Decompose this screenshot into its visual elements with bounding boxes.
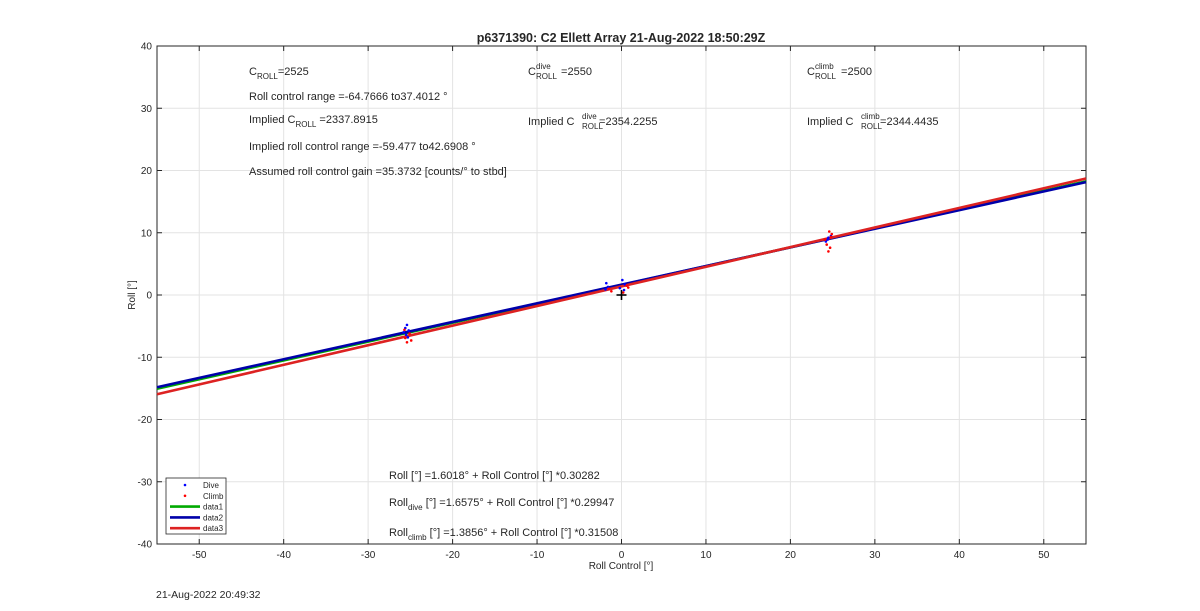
point-dive <box>604 288 607 291</box>
point-dive <box>405 323 409 327</box>
point-climb <box>625 284 628 287</box>
legend-marker-dive <box>183 483 187 487</box>
point-climb <box>409 339 413 342</box>
x-axis: -50 -40 -30 -20 -10 0 10 20 30 40 50 <box>192 46 1050 561</box>
x-tick-label: -30 <box>361 550 376 561</box>
x-tick-label: -50 <box>192 550 207 561</box>
annotation-implied-range: Implied roll control range =-59.477 to42… <box>249 141 476 153</box>
x-tick-label: -40 <box>276 550 291 561</box>
point-dive <box>604 281 608 285</box>
point-climb <box>626 286 630 289</box>
annotation-implied-c: Implied CROLL =2337.8915 <box>249 114 378 129</box>
y-tick-label: -30 <box>138 477 153 488</box>
x-tick-label: 20 <box>785 550 797 561</box>
point-climb <box>408 332 411 335</box>
point-climb <box>828 246 832 249</box>
y-tick-label: 20 <box>141 166 153 177</box>
point-dive <box>402 331 405 334</box>
fit-lines <box>156 177 1087 396</box>
legend-label-data3: data3 <box>203 524 224 533</box>
annotation-c-climb: Cclimb ROLL =2500 <box>807 62 872 81</box>
x-tick-label: 10 <box>700 550 712 561</box>
point-dive <box>826 238 829 241</box>
x-tick-label: -10 <box>530 550 545 561</box>
legend-marker-climb <box>183 494 187 498</box>
annotation-fit-climb: Rollclimb [°] =1.3856° + Roll Control [°… <box>389 527 618 542</box>
legend-label-data2: data2 <box>203 513 224 522</box>
point-dive <box>621 278 624 282</box>
timestamp: 21-Aug-2022 20:49:32 <box>156 589 261 601</box>
point-climb <box>403 328 406 332</box>
x-tick-label: -20 <box>445 550 460 561</box>
y-tick-label: -20 <box>138 415 153 426</box>
point-climb <box>827 250 830 253</box>
annotation-c-dive: Cdive ROLL =2550 <box>528 62 592 81</box>
annotation-range: Roll control range =-64.7666 to37.4012 ° <box>249 91 448 103</box>
point-climb <box>405 341 409 344</box>
legend-label-data1: data1 <box>203 503 224 512</box>
point-climb <box>403 336 407 340</box>
y-tick-label: 10 <box>141 228 153 239</box>
y-tick-label: 30 <box>141 104 153 115</box>
y-axis-label: Roll [°] <box>127 280 138 310</box>
legend-label-climb: Climb <box>203 492 224 501</box>
point-dive <box>622 288 626 292</box>
y-tick-label: 0 <box>146 291 152 302</box>
y-axis: -40 -30 -20 -10 0 10 20 30 40 <box>138 42 1086 551</box>
y-tick-label: -40 <box>138 540 153 551</box>
annotation-fit-all: Roll [°] =1.6018° + Roll Control [°] *0.… <box>389 470 600 482</box>
point-climb <box>830 232 834 236</box>
annotation-gain: Assumed roll control gain =35.3732 [coun… <box>249 166 507 178</box>
point-dive <box>407 329 410 332</box>
fit-line-data2 <box>156 180 1087 389</box>
point-climb <box>829 235 833 239</box>
point-climb <box>621 291 625 294</box>
annotation-fit-dive: Rolldive [°] =1.6575° + Roll Control [°]… <box>389 497 614 512</box>
x-tick-label: 50 <box>1038 550 1050 561</box>
y-tick-label: 40 <box>141 42 153 53</box>
point-climb <box>825 243 829 246</box>
point-climb <box>607 287 611 291</box>
x-tick-label: 30 <box>869 550 881 561</box>
x-tick-label: 0 <box>619 550 625 561</box>
point-climb <box>610 289 613 293</box>
point-dive <box>404 333 408 337</box>
origin-marker <box>616 290 627 300</box>
x-axis-label: Roll Control [°] <box>589 561 654 572</box>
legend-label-dive: Dive <box>203 481 220 490</box>
annotation-c-roll: CROLL=2525 <box>249 66 309 81</box>
point-climb <box>823 238 827 241</box>
point-climb <box>827 230 831 233</box>
chart-title: p6371390: C2 Ellett Array 21-Aug-2022 18… <box>477 31 766 45</box>
data-points <box>402 230 834 344</box>
point-dive <box>406 336 410 339</box>
y-tick-label: -10 <box>138 353 153 364</box>
x-tick-label: 40 <box>954 550 966 561</box>
fit-line-data3 <box>156 177 1087 396</box>
point-dive <box>618 286 622 290</box>
